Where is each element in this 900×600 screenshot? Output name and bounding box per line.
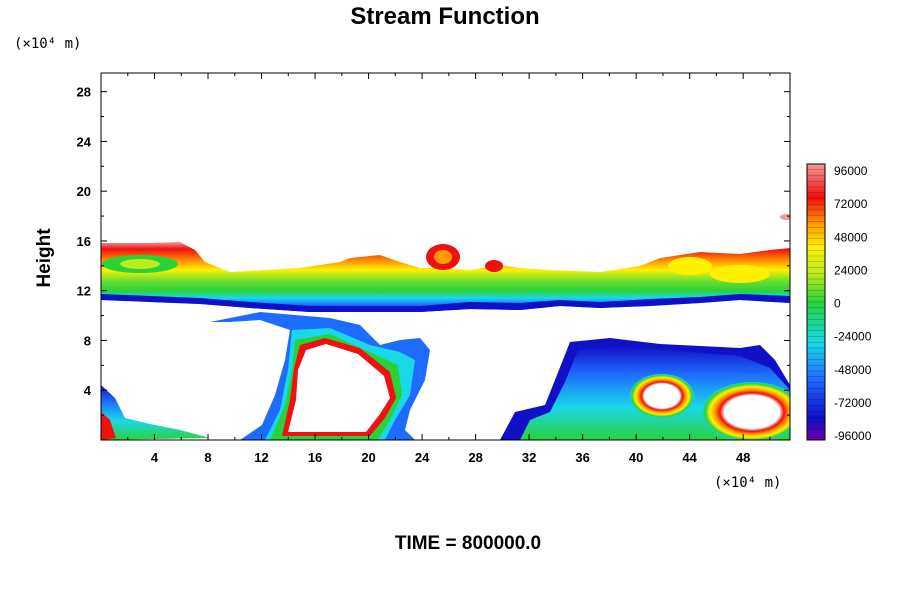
x-axis: 4 8 12 16 20 24 28 32 36 40 44 48 (127, 73, 771, 465)
x-tick-label: 40 (629, 450, 643, 465)
right-cell-ring-a (630, 374, 694, 418)
y-tick-label: 20 (77, 184, 91, 199)
x-unit-label: (×10⁴ m) (714, 475, 781, 491)
y-tick-label: 16 (77, 234, 91, 249)
lower-left-cell-region (101, 385, 210, 440)
x-tick-label: 48 (736, 450, 750, 465)
colorbar-label: -96000 (834, 429, 872, 443)
y-unit-label: (×10⁴ m) (14, 36, 81, 52)
colorbar-label: -48000 (834, 363, 872, 377)
stream-field (101, 214, 790, 440)
x-tick-label: 36 (575, 450, 589, 465)
x-tick-label: 20 (361, 450, 375, 465)
time-label: TIME = 800000.0 (395, 533, 541, 554)
upper-band-region (101, 242, 790, 312)
x-tick-label: 12 (254, 450, 268, 465)
y-tick-label: 24 (77, 134, 92, 149)
x-tick-label: 28 (468, 450, 482, 465)
x-tick-label: 44 (682, 450, 697, 465)
y-tick-label: 28 (77, 85, 91, 100)
colorbar-label: 96000 (834, 164, 868, 178)
y-tick-label: 8 (84, 333, 91, 348)
band-blob-a-core (434, 250, 452, 264)
band-blob-b (485, 260, 503, 272)
central-cell-hole (288, 344, 390, 432)
colorbar-label: 24000 (834, 263, 868, 277)
colorbar-label: 0 (834, 297, 841, 311)
colorbar: 96000 72000 48000 24000 0 -24000 -48000 -72000 -… (806, 163, 872, 443)
colorbar-label: -24000 (834, 330, 872, 344)
band-inner-right (668, 257, 712, 275)
y-axis: 4 8 12 16 20 24 28 (77, 85, 790, 416)
x-tick-label: 8 (204, 450, 211, 465)
right-cell-ring-b (702, 382, 790, 440)
colorbar-label: -72000 (834, 396, 872, 410)
x-tick-label: 4 (151, 450, 159, 465)
x-tick-label: 24 (415, 450, 430, 465)
band-inner-right-b (710, 265, 770, 283)
band-edge-right (780, 214, 790, 220)
colorbar-lines (807, 169, 825, 435)
y-tick-label: 12 (77, 284, 91, 299)
x-tick-label: 32 (522, 450, 536, 465)
band-lower-edge (101, 294, 790, 312)
chart-title: Stream Function (350, 3, 539, 30)
colorbar-gradient (806, 163, 826, 441)
plot-frame (100, 72, 791, 441)
lower-left-cell-core (101, 412, 116, 440)
y-axis-label: Height (34, 228, 55, 288)
colorbar-label: 48000 (834, 230, 868, 244)
y-tick-label: 4 (84, 383, 92, 398)
colorbar-label: 72000 (834, 197, 868, 211)
x-tick-label: 16 (308, 450, 322, 465)
band-inner-left-core (120, 259, 160, 269)
colorbar-labels: 96000 72000 48000 24000 0 -24000 -48000 -72000 -… (834, 164, 872, 443)
